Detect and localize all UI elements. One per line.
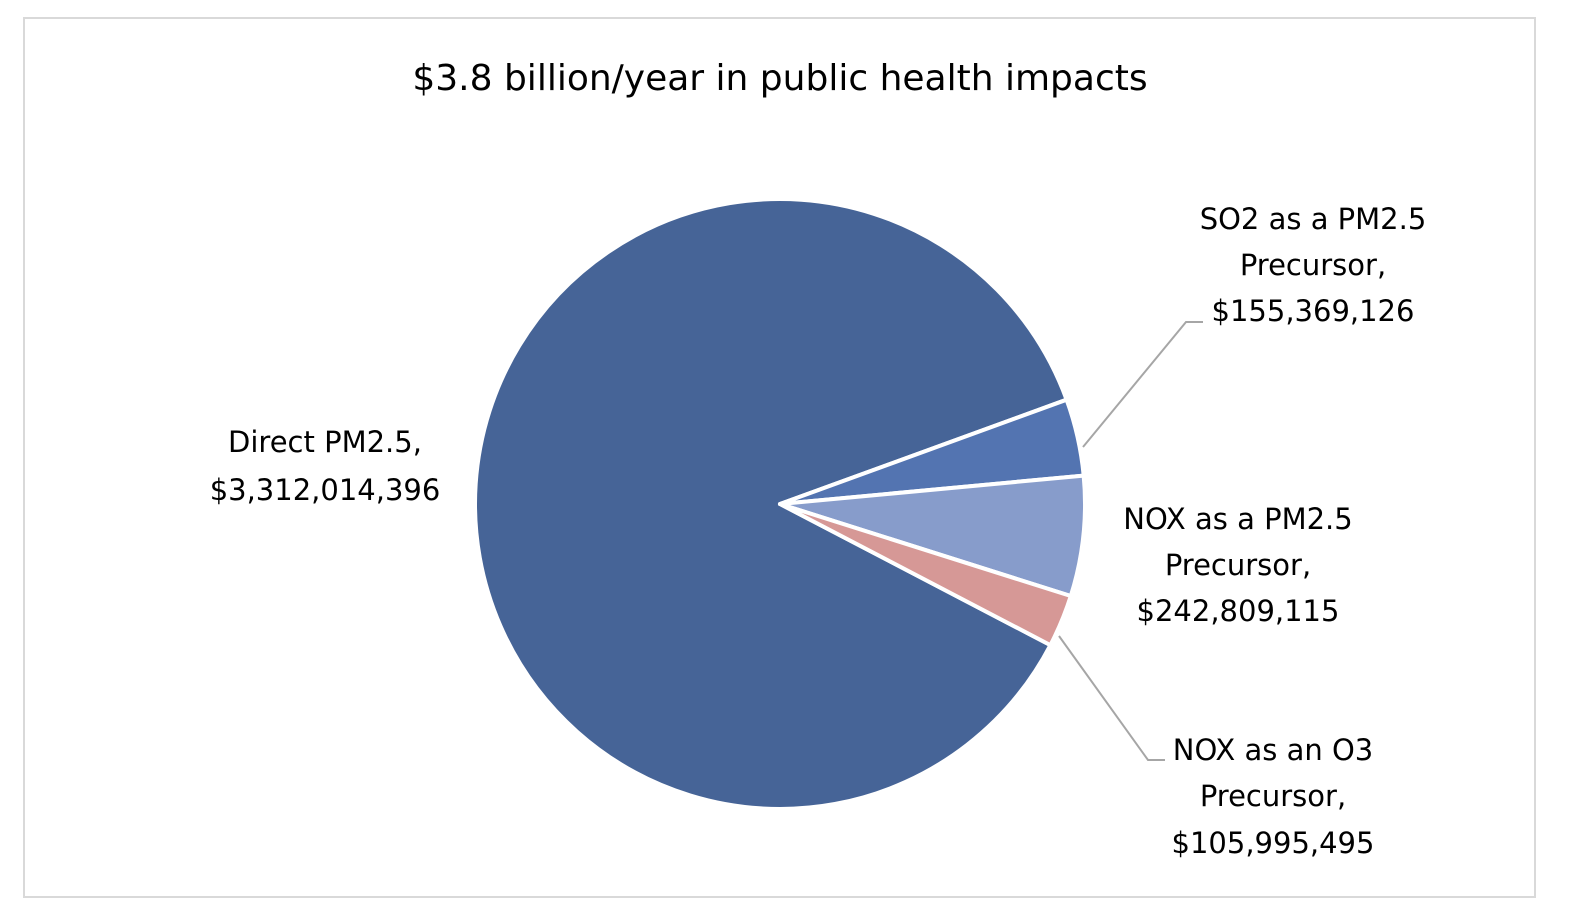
label-nox-pm25-line: NOX as a PM2.5 — [1123, 502, 1352, 536]
label-nox-o3-line: Precursor, — [1200, 779, 1346, 813]
label-direct-pm25: Direct PM2.5, $3,312,014,396 — [210, 425, 441, 507]
label-nox-o3-line: NOX as an O3 — [1173, 733, 1374, 767]
leader-line-so2 — [1082, 321, 1203, 448]
label-so2-pm25-line: SO2 as a PM2.5 — [1200, 202, 1427, 236]
label-so2-pm25-line: Precursor, — [1240, 248, 1386, 282]
label-so2-pm25-line: $155,369,126 — [1212, 294, 1415, 328]
label-nox-o3-line: $105,995,495 — [1172, 826, 1375, 860]
slice-direct-pm25 — [473, 197, 1069, 811]
label-so2-pm25: SO2 as a PM2.5 Precursor, $155,369,126 — [1200, 202, 1427, 328]
label-nox-pm25-line: $242,809,115 — [1137, 594, 1340, 628]
slice-nox-o3 — [778, 502, 1073, 648]
label-direct-pm25-line: $3,312,014,396 — [210, 473, 441, 507]
leader-line-nox-o3 — [1058, 635, 1165, 761]
chart-title: $3.8 billion/year in public health impac… — [412, 58, 1147, 99]
label-nox-pm25-line: Precursor, — [1165, 548, 1311, 582]
label-nox-pm25: NOX as a PM2.5 Precursor, $242,809,115 — [1123, 502, 1352, 628]
slice-nox-pm25 — [778, 473, 1087, 599]
label-direct-pm25-line: Direct PM2.5, — [228, 425, 422, 459]
label-nox-o3: NOX as an O3 Precursor, $105,995,495 — [1172, 733, 1375, 860]
